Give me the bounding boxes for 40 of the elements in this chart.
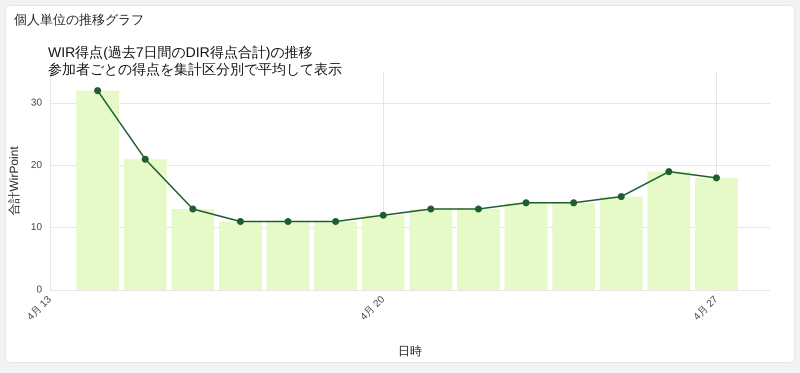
point	[284, 218, 292, 225]
bar	[647, 172, 690, 290]
bar	[314, 221, 358, 290]
point	[236, 218, 244, 225]
x-tick-label: 4月 13	[25, 294, 54, 323]
point	[94, 87, 102, 94]
y-axis-title: 合計WirPoint	[7, 146, 21, 216]
point	[712, 174, 720, 182]
bar	[457, 209, 500, 290]
point	[474, 206, 482, 213]
x-tick-label: 4月 27	[692, 294, 721, 323]
chart-title: WIR得点(過去7日間のDIR得点合計)の推移	[48, 44, 312, 60]
point	[189, 206, 196, 213]
bar	[600, 196, 643, 290]
bar	[362, 215, 405, 290]
point	[570, 199, 578, 206]
point	[142, 156, 149, 163]
bar	[266, 221, 310, 290]
y-tick-label: 10	[30, 222, 42, 234]
x-tick-label: 4月 20	[358, 294, 388, 323]
chart-subtitle: 参加者ごとの得点を集計区分別で平均して表示	[48, 61, 342, 77]
y-tick-label: 20	[30, 160, 42, 171]
bar	[171, 209, 214, 290]
bar	[504, 202, 548, 290]
point	[332, 218, 340, 225]
bar	[76, 90, 120, 290]
y-tick-label: 0	[36, 284, 42, 296]
bar	[124, 159, 167, 290]
bar	[552, 202, 596, 290]
point	[522, 199, 530, 206]
bar	[219, 221, 262, 290]
point	[618, 193, 625, 200]
point	[665, 168, 672, 176]
bar	[409, 209, 452, 290]
y-tick-label: 30	[30, 98, 42, 109]
bar	[695, 178, 738, 290]
point	[380, 212, 387, 219]
point	[427, 206, 434, 213]
text: 個人単位の推移グラフ	[14, 12, 144, 29]
x-axis-title: 日時	[398, 344, 422, 358]
